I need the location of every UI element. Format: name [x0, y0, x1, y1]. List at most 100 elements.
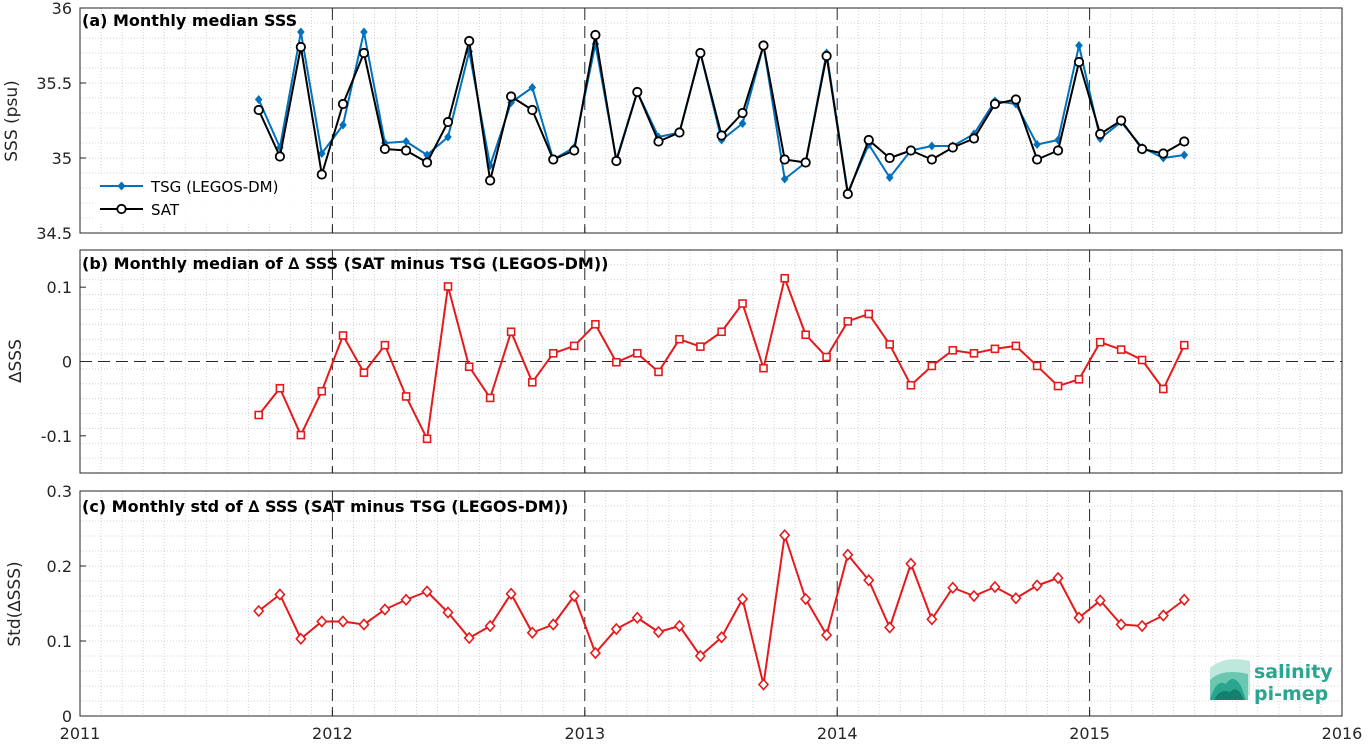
y-tick-label: 0	[62, 707, 72, 726]
data-point	[1095, 128, 1106, 140]
data-point	[275, 383, 285, 393]
data-point	[695, 47, 706, 59]
data-point	[360, 27, 368, 37]
data-point	[632, 349, 642, 358]
data-point	[1137, 355, 1147, 365]
data-point	[317, 149, 326, 158]
data-point	[358, 47, 370, 59]
data-point	[1179, 136, 1190, 147]
data-point	[1095, 337, 1105, 347]
data-point	[716, 631, 728, 644]
data-point	[444, 132, 452, 142]
data-point	[1136, 619, 1148, 633]
data-point	[485, 175, 496, 186]
x-axis-tick-labels: 2011 2012 2013 2014 2015 2016	[60, 724, 1363, 743]
data-point	[863, 574, 875, 587]
data-point	[358, 618, 370, 631]
logo-mark-icon	[1210, 659, 1250, 700]
legend-tsg-label: TSG (LEGOS-DM)	[150, 178, 278, 196]
data-point	[1178, 593, 1190, 606]
data-point	[548, 349, 558, 358]
data-point	[276, 143, 284, 152]
data-point	[463, 631, 475, 645]
data-point	[968, 589, 980, 603]
data-point	[527, 104, 538, 116]
data-point	[317, 386, 327, 396]
data-point	[737, 107, 748, 119]
data-point	[800, 157, 811, 168]
data-point	[1032, 154, 1043, 165]
data-point	[757, 678, 770, 691]
data-point	[1075, 41, 1083, 50]
data-point	[423, 150, 431, 160]
data-point	[590, 29, 601, 41]
data-point	[822, 352, 831, 362]
data-point	[801, 330, 810, 340]
panel-b-grid	[80, 250, 1342, 473]
data-point	[631, 611, 643, 624]
data-point	[253, 104, 264, 116]
data-point	[442, 606, 454, 619]
x-tick-label: 2016	[1322, 724, 1363, 743]
data-point	[528, 378, 537, 387]
panel-b-ylabel: ∆SSS	[6, 339, 26, 384]
data-point	[611, 155, 622, 167]
data-point	[1011, 341, 1021, 351]
panel-c-delta-std: 0 0.1 0.2 0.3 (c) Monthly std of ∆ SSS (SAT…	[5, 482, 1343, 726]
data-point	[443, 282, 453, 291]
logo-line1: salinity	[1254, 661, 1333, 683]
data-point	[401, 392, 411, 401]
data-point	[569, 145, 580, 156]
data-point	[254, 95, 263, 104]
data-point	[316, 615, 328, 628]
data-point	[421, 585, 433, 598]
data-point	[759, 363, 768, 373]
logo-line2: pi-mep	[1254, 683, 1328, 705]
data-point	[1180, 150, 1189, 160]
x-tick-label: 2013	[564, 724, 605, 743]
y-tick-label: 0.2	[47, 557, 72, 576]
data-point	[694, 649, 706, 663]
data-point	[569, 341, 579, 351]
data-point	[675, 334, 684, 344]
data-point	[1158, 148, 1169, 159]
data-point	[1094, 594, 1106, 607]
data-point	[928, 141, 936, 151]
data-point	[842, 188, 853, 200]
data-point	[274, 588, 286, 601]
data-point	[548, 154, 559, 165]
data-point	[968, 133, 980, 144]
panel-c-series	[253, 529, 1190, 691]
data-point	[274, 151, 286, 162]
data-point	[947, 142, 958, 153]
data-point	[1010, 94, 1021, 105]
data-point	[1116, 345, 1126, 354]
legend-tsg-marker	[117, 181, 126, 191]
data-point	[589, 646, 601, 660]
y-tick-label: 35	[52, 149, 72, 168]
panel-b-title: (b) Monthly median of ∆ SSS (SAT minus T…	[82, 254, 608, 273]
data-point	[927, 361, 937, 371]
data-point	[716, 130, 727, 141]
data-point	[1033, 140, 1041, 149]
data-point	[339, 120, 347, 130]
data-point	[359, 368, 369, 377]
panel-b-tick-labels: -0.1 0 0.1	[41, 278, 72, 446]
data-point	[337, 98, 349, 110]
data-point	[926, 613, 938, 626]
data-point	[738, 119, 747, 128]
data-point	[905, 557, 917, 570]
data-point	[505, 91, 517, 102]
data-point	[421, 157, 433, 168]
data-point	[379, 603, 391, 616]
panel-b-delta-median: -0.1 0 0.1 (b) Monthly median of ∆ SSS (SA…	[6, 249, 1343, 474]
data-point	[295, 632, 307, 645]
data-point	[1052, 571, 1064, 585]
data-point	[591, 320, 600, 329]
data-point	[821, 628, 833, 642]
data-point	[547, 618, 559, 631]
data-point	[885, 340, 894, 349]
data-point	[736, 592, 749, 606]
y-tick-label: 35.5	[36, 74, 72, 93]
